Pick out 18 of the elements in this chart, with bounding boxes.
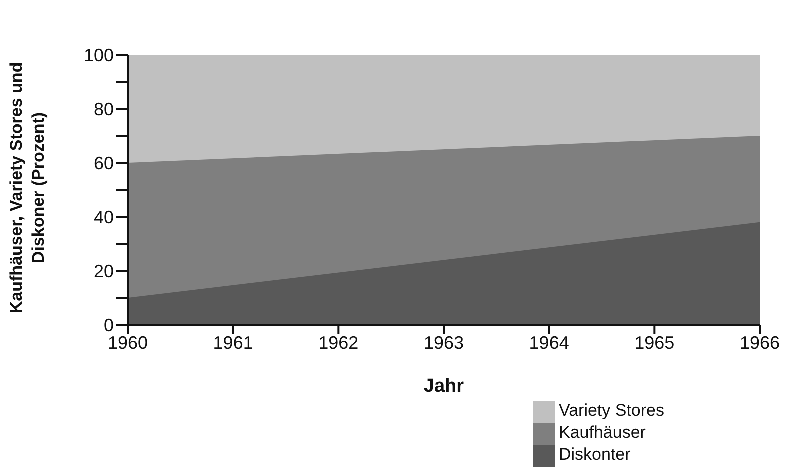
x-tick-label: 1960 xyxy=(108,332,148,353)
x-axis-title: Jahr xyxy=(422,376,466,398)
y-tick-label: 100 xyxy=(84,45,114,66)
y-tick-label: 60 xyxy=(94,153,114,174)
x-tick-label: 1964 xyxy=(529,332,570,353)
y-tick-label: 40 xyxy=(94,207,114,228)
x-tick-label: 1963 xyxy=(424,332,464,353)
x-tick-label: 1966 xyxy=(740,332,780,353)
x-tick-label: 1962 xyxy=(318,332,359,353)
y-axis-title: Kaufhäuser, Variety Stores und Diskoner (Prozent) xyxy=(6,61,49,316)
legend-label: Kaufhäuser xyxy=(559,423,646,442)
y-tick-label: 80 xyxy=(94,99,114,120)
x-tick-label: 1961 xyxy=(213,332,254,353)
legend-label: Variety Stores xyxy=(559,401,665,420)
legend-label: Diskonter xyxy=(559,445,631,464)
y-tick-label: 20 xyxy=(94,261,114,282)
y-tick-label: 0 xyxy=(104,315,114,336)
x-tick-label: 1965 xyxy=(634,332,675,353)
